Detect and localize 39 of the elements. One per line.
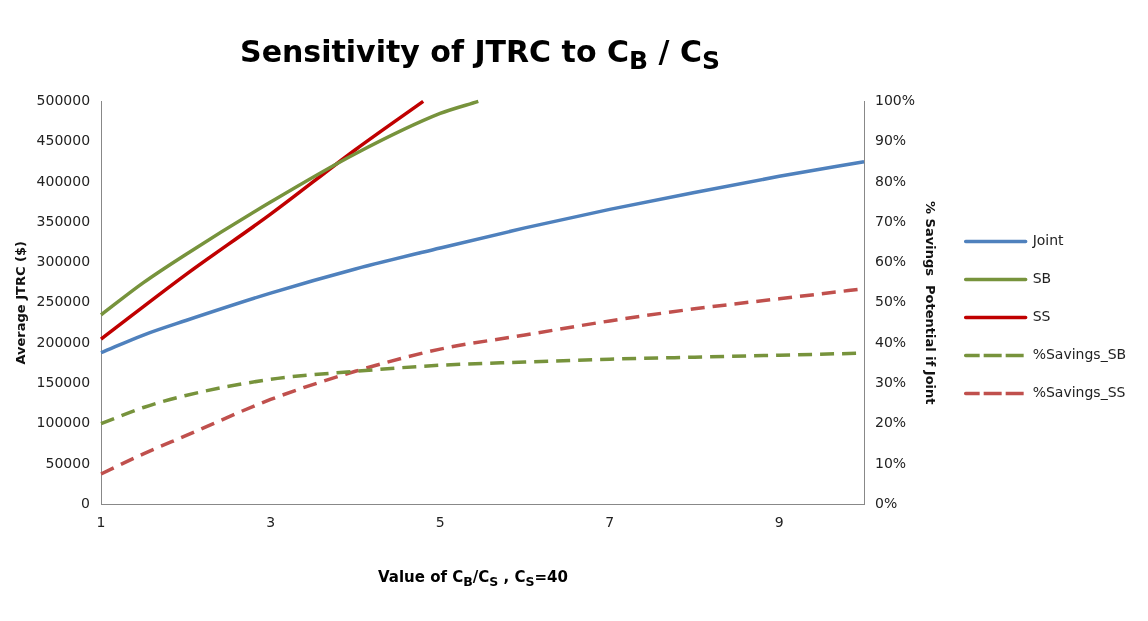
x-tick-label: 3	[266, 514, 276, 531]
x-axis-title: Value of C$_{B}$/C$_{S}$ , C$_{S}$=40	[377, 568, 569, 589]
line-series	[99, 160, 866, 355]
y-tick-label: 300000	[36, 253, 91, 270]
legend-label: %Savings_SS	[1032, 384, 1126, 401]
x-tick-label: 7	[605, 514, 615, 531]
y-tick-label: 500000	[36, 92, 91, 109]
y-tick-label: 50000	[45, 454, 91, 471]
line-series	[99, 99, 425, 341]
y2-tick-label: 90%	[875, 132, 907, 149]
chart-title: Sensitivity of JTRC to C$_{B}$ / C$_{S}$	[239, 34, 721, 75]
y2-tick-label: 40%	[875, 333, 907, 350]
y-tick-label: 200000	[36, 333, 91, 350]
y2-tick-label: 100%	[875, 92, 916, 109]
y2-tick-label: 60%	[875, 253, 907, 270]
y-tick-label: 250000	[36, 293, 91, 310]
legend-label: Joint	[1031, 232, 1065, 249]
x-tick-label: 5	[435, 514, 445, 531]
y-tick-label: 450000	[36, 132, 91, 149]
y-tick-label: 400000	[36, 172, 91, 189]
legend-label: SS	[1032, 308, 1051, 325]
y-tick-label: 350000	[36, 212, 91, 229]
x-tick-label: 1	[96, 514, 106, 531]
x-tick-label: 9	[774, 514, 784, 531]
y2-tick-label: 10%	[875, 454, 907, 471]
y-tick-label: 100000	[36, 414, 91, 431]
y-axis-title: Average JTRC ($)	[13, 241, 29, 365]
line-series	[99, 99, 481, 317]
y2-tick-label: 80%	[875, 172, 907, 189]
y2-axis-title: % Savings Potential if Joint	[923, 201, 939, 405]
y-tick-label: 150000	[36, 374, 91, 390]
y-tick-label: 0	[81, 494, 91, 511]
legend-label: SB	[1032, 270, 1052, 287]
y2-tick-label: 20%	[875, 414, 907, 431]
y2-tick-label: 30%	[875, 374, 907, 390]
y2-tick-label: 0%	[875, 494, 898, 511]
y2-tick-label: 70%	[875, 212, 907, 229]
legend-label: %Savings_SB	[1032, 346, 1127, 363]
y2-tick-label: 50%	[875, 293, 907, 310]
